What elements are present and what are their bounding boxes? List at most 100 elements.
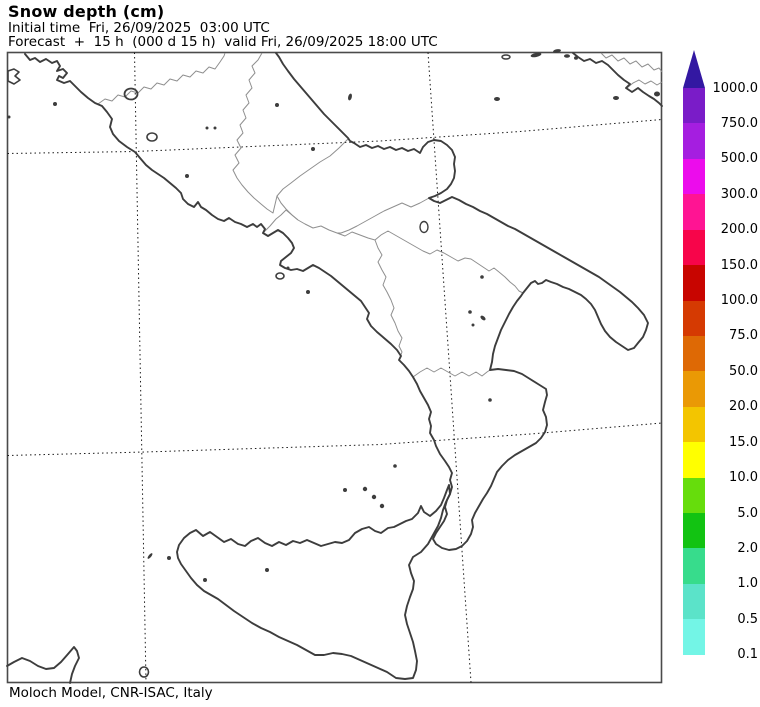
lake-bolsena bbox=[123, 87, 139, 101]
coastlines bbox=[6, 52, 663, 684]
border-balkan-1 bbox=[600, 52, 663, 73]
island-procida bbox=[286, 266, 290, 270]
colorbar-overflow-arrow bbox=[683, 50, 705, 88]
island-ischia bbox=[275, 272, 285, 280]
colorbar-tick-label: 750.0 bbox=[720, 115, 758, 131]
border-tuscany-lazio bbox=[97, 52, 226, 105]
island-dalmatian-2 bbox=[530, 52, 542, 58]
island-aeolian-2 bbox=[371, 494, 377, 500]
colorbar-tick-label: 0.1 bbox=[737, 647, 758, 663]
island-dalmatian-3 bbox=[553, 49, 561, 53]
gridline-horizontal-2 bbox=[7, 422, 662, 456]
colorbar-tick-label: 0.5 bbox=[737, 611, 758, 627]
lake-dot-7 bbox=[480, 315, 486, 321]
colorbar-tick-label: 1.0 bbox=[737, 576, 758, 592]
region-borders bbox=[97, 52, 663, 378]
lake-dot-3 bbox=[275, 103, 279, 107]
forecast-valid-line: Forecast + 15 h (000 d 15 h) valid Fri, … bbox=[8, 34, 438, 50]
island-pantelleria bbox=[138, 666, 150, 678]
colorbar-tick-label: 2.0 bbox=[737, 540, 758, 556]
coastline-italian-peninsula bbox=[24, 52, 649, 551]
coastline-balkan-adriatic bbox=[572, 52, 663, 107]
colorbar-segment bbox=[683, 371, 705, 408]
island-capri bbox=[306, 290, 310, 294]
graticule bbox=[7, 52, 662, 683]
lake-lesina bbox=[419, 220, 429, 234]
colorbar-tick-label: 150.0 bbox=[720, 257, 758, 273]
colorbar-tick-label: 1000.0 bbox=[712, 80, 759, 96]
colorbar-tick-label: 300.0 bbox=[720, 186, 758, 202]
colorbar-segment bbox=[683, 158, 705, 195]
lake-sila bbox=[488, 398, 492, 402]
colorbar-tick-label: 10.0 bbox=[729, 470, 758, 486]
page-title: Snow depth (cm) bbox=[8, 2, 165, 21]
colorbar-segment bbox=[683, 88, 705, 125]
colorbar-tick-label: 20.0 bbox=[729, 399, 758, 415]
initial-time-line: Initial time Fri, 26/09/2025 03:00 UTC bbox=[8, 20, 270, 36]
colorbar-segment bbox=[683, 477, 705, 514]
island-palagruza bbox=[613, 96, 619, 100]
island-elba bbox=[7, 68, 21, 85]
border-basilicata-calabria bbox=[412, 367, 491, 378]
island-stromboli bbox=[393, 464, 397, 468]
lake-dot-1 bbox=[205, 126, 209, 130]
island-ustica bbox=[343, 488, 347, 492]
island-aeolian-1 bbox=[362, 486, 368, 492]
colorbar-tick-label: 15.0 bbox=[729, 434, 758, 450]
lake-dot-6 bbox=[468, 310, 472, 314]
lakes-and-small-islands bbox=[7, 49, 660, 678]
gridline-vertical-1 bbox=[134, 52, 147, 683]
lake-dot-8 bbox=[471, 323, 475, 327]
colorbar-segment bbox=[683, 265, 705, 302]
colorbar-segment bbox=[683, 300, 705, 337]
colorbar-tick-label: 5.0 bbox=[737, 505, 758, 521]
island-dalmatian-5 bbox=[574, 56, 578, 60]
island-giglio bbox=[53, 102, 57, 106]
lake-dot-4 bbox=[311, 147, 315, 151]
colorbar-segment bbox=[683, 123, 705, 160]
lake-sicily-2 bbox=[265, 568, 269, 572]
colorbar-segment bbox=[683, 548, 705, 585]
island-egadi-2 bbox=[167, 556, 171, 560]
island-egadi-1 bbox=[147, 553, 153, 559]
lake-dot-5 bbox=[480, 275, 484, 279]
border-molise-puglia bbox=[337, 197, 430, 234]
coastline-sicily bbox=[176, 484, 451, 680]
border-abruzzo-molise bbox=[276, 138, 349, 221]
coastline-tunisia-cap-bon bbox=[6, 646, 80, 684]
island-adriatic-small bbox=[654, 91, 660, 97]
colorbar-segment bbox=[683, 335, 705, 372]
colorbar-tick-label: 500.0 bbox=[720, 151, 758, 167]
colorbar-segment bbox=[683, 406, 705, 443]
border-campania-basilicata bbox=[374, 239, 403, 361]
island-aeolian-3 bbox=[379, 503, 385, 509]
island-montecristo bbox=[7, 115, 11, 119]
border-lazio-abruzzo bbox=[232, 52, 278, 214]
colorbar-segment bbox=[683, 442, 705, 479]
island-ponza bbox=[185, 174, 189, 178]
colorbar-segment bbox=[683, 229, 705, 266]
colorbar-segment bbox=[683, 619, 705, 656]
border-lazio-campania bbox=[262, 209, 299, 234]
island-dalmatian-4 bbox=[564, 54, 570, 58]
model-credit: Moloch Model, CNR-ISAC, Italy bbox=[9, 685, 213, 701]
lake-bracciano bbox=[146, 132, 158, 142]
colorbar-tick-label: 50.0 bbox=[729, 363, 758, 379]
island-dalmatian-1 bbox=[501, 54, 511, 60]
colorbar-segment bbox=[683, 513, 705, 550]
colorbar-tick-label: 75.0 bbox=[729, 328, 758, 344]
island-tremiti bbox=[494, 97, 500, 101]
lake-campotosto bbox=[348, 93, 352, 101]
map-frame bbox=[6, 51, 663, 684]
gridline-vertical-2 bbox=[427, 52, 472, 683]
colorbar-tick-label: 200.0 bbox=[720, 222, 758, 238]
lake-dot-2 bbox=[213, 126, 217, 130]
colorbar-segment bbox=[683, 194, 705, 231]
border-campania-puglia-basilicata bbox=[297, 219, 524, 294]
colorbar-segment bbox=[683, 583, 705, 620]
colorbar-tick-label: 100.0 bbox=[720, 293, 758, 309]
lake-sicily-1 bbox=[203, 578, 207, 582]
border-balkan-2 bbox=[626, 79, 663, 89]
